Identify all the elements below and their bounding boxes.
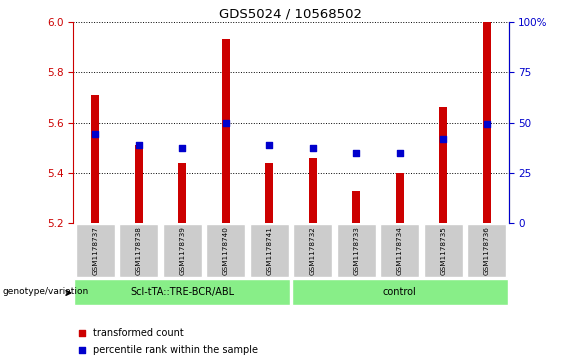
Bar bbox=[292, 279, 507, 305]
Text: genotype/variation: genotype/variation bbox=[3, 287, 89, 296]
Text: GSM1178736: GSM1178736 bbox=[484, 226, 490, 275]
Point bbox=[90, 131, 100, 137]
Point bbox=[438, 136, 447, 142]
Bar bbox=[119, 224, 158, 277]
Bar bbox=[163, 224, 202, 277]
Bar bbox=[467, 224, 506, 277]
Text: GSM1178734: GSM1178734 bbox=[397, 226, 403, 275]
Bar bbox=[179, 163, 186, 223]
Bar bbox=[75, 279, 290, 305]
Text: percentile rank within the sample: percentile rank within the sample bbox=[93, 345, 258, 355]
Bar bbox=[135, 145, 142, 223]
Bar bbox=[483, 22, 490, 223]
Text: GSM1178739: GSM1178739 bbox=[179, 226, 185, 275]
Text: GSM1178738: GSM1178738 bbox=[136, 226, 142, 275]
Text: GSM1178741: GSM1178741 bbox=[266, 226, 272, 275]
Bar bbox=[396, 173, 403, 223]
Point bbox=[483, 121, 492, 127]
Text: GSM1178740: GSM1178740 bbox=[223, 226, 229, 275]
Text: Scl-tTA::TRE-BCR/ABL: Scl-tTA::TRE-BCR/ABL bbox=[130, 287, 234, 297]
Point bbox=[177, 145, 186, 151]
Point bbox=[264, 142, 274, 148]
Bar bbox=[309, 158, 316, 223]
Point bbox=[396, 150, 405, 156]
Bar bbox=[250, 224, 289, 277]
Point bbox=[308, 145, 318, 151]
Bar bbox=[424, 224, 463, 277]
Bar bbox=[266, 163, 273, 223]
Bar bbox=[337, 224, 376, 277]
Text: GSM1178733: GSM1178733 bbox=[353, 226, 359, 275]
Bar bbox=[353, 191, 360, 223]
Title: GDS5024 / 10568502: GDS5024 / 10568502 bbox=[219, 8, 363, 21]
Point bbox=[221, 119, 231, 125]
Bar bbox=[206, 224, 245, 277]
Text: control: control bbox=[383, 287, 416, 297]
Text: GSM1178732: GSM1178732 bbox=[310, 226, 316, 275]
Bar bbox=[380, 224, 419, 277]
Point bbox=[366, 256, 375, 262]
Bar bbox=[440, 107, 447, 223]
Point bbox=[366, 101, 375, 106]
Text: transformed count: transformed count bbox=[93, 328, 184, 338]
Text: GSM1178737: GSM1178737 bbox=[92, 226, 98, 275]
Point bbox=[134, 142, 144, 148]
Bar bbox=[222, 40, 229, 223]
Bar bbox=[293, 224, 332, 277]
Text: GSM1178735: GSM1178735 bbox=[440, 226, 446, 275]
Point bbox=[351, 150, 361, 156]
Bar bbox=[92, 95, 99, 223]
Bar bbox=[76, 224, 115, 277]
